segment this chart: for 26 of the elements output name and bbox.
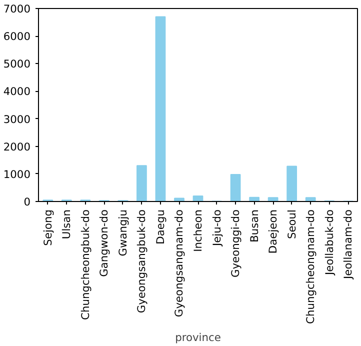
x-tick-label: Gwangju	[116, 209, 130, 256]
x-tick-label: Gyeongsangbuk-do	[135, 210, 148, 314]
x-tick-label: Jeollabuk-do	[322, 209, 336, 276]
x-tick-label: Daejeon	[266, 209, 280, 254]
x-tick-label: Busan	[248, 209, 261, 242]
x-tick-label: Incheon	[192, 209, 204, 252]
x-tick-label: Jeju-do	[210, 209, 224, 248]
x-tick-label: Gangwon-do	[98, 209, 111, 277]
x-tick-label: Sejong	[41, 209, 54, 246]
x-tick-label: Jeollanam-do	[342, 209, 355, 280]
x-tick-label: Chungcheongnam-do	[304, 209, 318, 324]
x-axis-title: province	[175, 330, 221, 344]
y-tick-label: 5000	[3, 58, 31, 71]
x-tick-label: Seoul	[285, 209, 298, 240]
y-tick-label: 2000	[3, 140, 31, 154]
x-tick-label: Daegu	[154, 209, 167, 244]
y-tick-label: 7000	[3, 2, 31, 16]
x-tick-label: Gyeongsangnam-do	[172, 209, 186, 318]
x-tick-label: Chungcheongbuk-do	[78, 209, 92, 320]
y-tick-label: 3000	[3, 112, 31, 126]
y-tick-label: 6000	[3, 30, 31, 44]
y-tick-label: 4000	[3, 85, 31, 98]
x-tick-label: Gyeonggi-do	[229, 209, 242, 278]
y-tick-label: 0	[24, 196, 31, 208]
x-tick-label: Ulsan	[60, 209, 74, 240]
y-tick-label: 1000	[3, 168, 31, 181]
